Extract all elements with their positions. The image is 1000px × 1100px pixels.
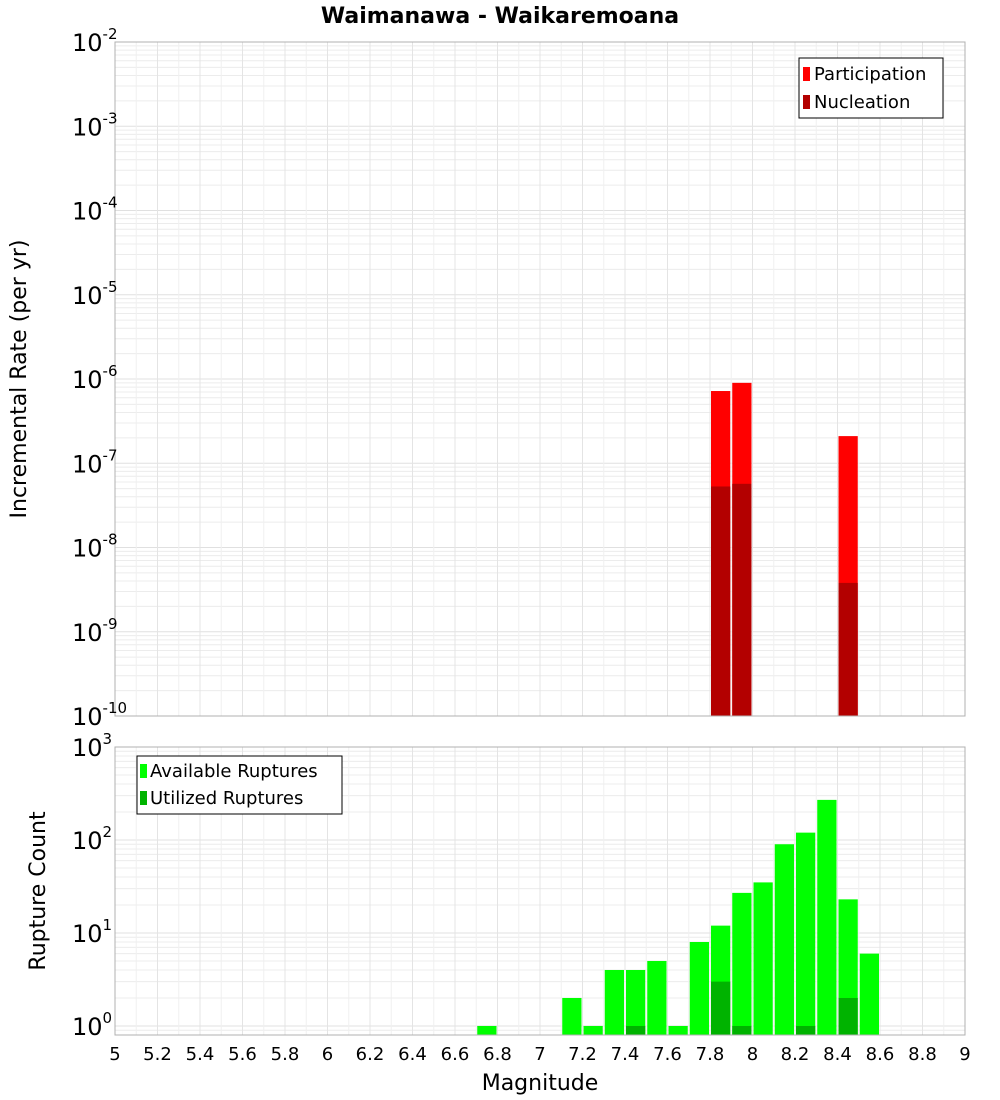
- bar-available-ruptures-0: [477, 1025, 497, 1035]
- y-tick-label: 10-4: [72, 194, 118, 226]
- y-tick-label: 10-6: [72, 362, 118, 394]
- bar-available-ruptures-7: [689, 942, 709, 1035]
- legend-swatch-participation: [803, 67, 810, 81]
- legend-label-nucleation: Nucleation: [814, 92, 910, 113]
- bar-available-ruptures-3: [604, 969, 624, 1035]
- bar-available-ruptures-10: [753, 882, 773, 1035]
- x-tick-label: 6: [322, 1044, 333, 1065]
- bar-nucleation-0: [711, 486, 731, 716]
- x-tick-label: 5: [109, 1044, 120, 1065]
- y-tick-label: 103: [72, 730, 112, 762]
- bar-nucleation-1: [732, 483, 752, 716]
- x-tick-label: 5.6: [228, 1044, 257, 1065]
- x-tick-label: 8.6: [866, 1044, 895, 1065]
- bar-available-ruptures-1: [562, 997, 582, 1035]
- bottom-legend-box: [136, 755, 343, 815]
- bar-utilized-ruptures-1: [711, 981, 731, 1035]
- top-y-axis-label: Incremental Rate (per yr): [7, 240, 32, 519]
- bottom-plot-frame: [114, 746, 966, 1036]
- x-tick-label: 8.8: [908, 1044, 937, 1065]
- top-plot-frame: [114, 41, 966, 717]
- legend-label-available: Available Ruptures: [150, 761, 318, 782]
- top-y-tick-labels: 10-2 10-3 10-4 10-5 10-6 10-7 10-8 10-9 10-10: [72, 25, 127, 731]
- bottom-legend: Available Ruptures Utilized Ruptures: [136, 755, 343, 815]
- y-tick-label: 10-10: [72, 699, 127, 731]
- x-tick-label: 8: [747, 1044, 758, 1065]
- y-tick-label: 102: [72, 823, 112, 855]
- bar-available-ruptures-9: [732, 892, 752, 1035]
- bar-available-ruptures-4: [626, 969, 646, 1035]
- top-bars: [711, 382, 858, 716]
- y-tick-label: 10-3: [72, 109, 118, 141]
- top-panel: 10-2 10-3 10-4 10-5 10-6 10-7 10-8 10-9 10-10 In…: [7, 25, 966, 731]
- top-legend-box: [798, 57, 944, 119]
- bar-available-ruptures-5: [647, 960, 667, 1035]
- bar-available-ruptures-13: [817, 799, 837, 1035]
- legend-label-participation: Participation: [814, 64, 926, 85]
- x-tick-label: 7.2: [568, 1044, 597, 1065]
- top-grid: [114, 42, 966, 717]
- x-tick-label: 9: [959, 1044, 970, 1065]
- bar-nucleation-2: [838, 582, 858, 716]
- legend-label-utilized: Utilized Ruptures: [150, 788, 303, 809]
- y-tick-label: 100: [72, 1009, 112, 1041]
- bar-utilized-ruptures-4: [838, 997, 858, 1035]
- top-legend: Participation Nucleation: [798, 57, 944, 119]
- x-tick-label: 8.4: [823, 1044, 852, 1065]
- legend-swatch-available: [140, 764, 147, 778]
- legend-swatch-nucleation: [803, 95, 810, 109]
- x-tick-label: 7.8: [696, 1044, 725, 1065]
- x-tick-label: 8.2: [781, 1044, 810, 1065]
- x-tick-label: 7: [534, 1044, 545, 1065]
- bar-available-ruptures-15: [859, 953, 879, 1035]
- legend-swatch-utilized: [140, 791, 147, 805]
- y-tick-label: 10-9: [72, 615, 118, 647]
- chart-title: Waimanawa - Waikaremoana: [321, 4, 679, 29]
- bottom-bars: [477, 799, 879, 1035]
- y-tick-label: 10-8: [72, 531, 118, 563]
- x-tick-label: 7.4: [611, 1044, 640, 1065]
- x-tick-label: 6.4: [398, 1044, 427, 1065]
- bar-utilized-ruptures-2: [732, 1025, 752, 1035]
- x-tick-label: 6.2: [356, 1044, 385, 1065]
- bar-available-ruptures-11: [774, 844, 794, 1035]
- bottom-panel: 103 102 101 100 5 5.2 5.4 5.6 5.8 6 6.2 6.4 6.6 6.8 7…: [26, 730, 971, 1096]
- bar-available-ruptures-2: [583, 1025, 603, 1035]
- y-tick-label: 10-5: [72, 278, 118, 310]
- x-tick-label: 7.6: [653, 1044, 682, 1065]
- x-tick-labels: 5 5.2 5.4 5.6 5.8 6 6.2 6.4 6.6 6.8 7 7.2 7.4 7.6 7.8 8…: [109, 1044, 970, 1065]
- bar-utilized-ruptures-3: [796, 1025, 816, 1035]
- x-tick-label: 6.8: [483, 1044, 512, 1065]
- y-tick-label: 10-2: [72, 25, 118, 57]
- x-tick-label: 5.4: [186, 1044, 215, 1065]
- bar-available-ruptures-12: [796, 832, 816, 1035]
- bottom-y-axis-label: Rupture Count: [26, 811, 51, 971]
- bottom-y-tick-labels: 103 102 101 100: [72, 730, 112, 1041]
- y-tick-label: 101: [72, 916, 112, 948]
- y-tick-label: 10-7: [72, 446, 118, 478]
- bar-available-ruptures-6: [668, 1025, 688, 1035]
- bar-utilized-ruptures-0: [626, 1025, 646, 1035]
- x-tick-label: 5.2: [143, 1044, 172, 1065]
- x-axis-label: Magnitude: [482, 1071, 599, 1096]
- x-tick-label: 5.8: [271, 1044, 300, 1065]
- x-tick-label: 6.6: [441, 1044, 470, 1065]
